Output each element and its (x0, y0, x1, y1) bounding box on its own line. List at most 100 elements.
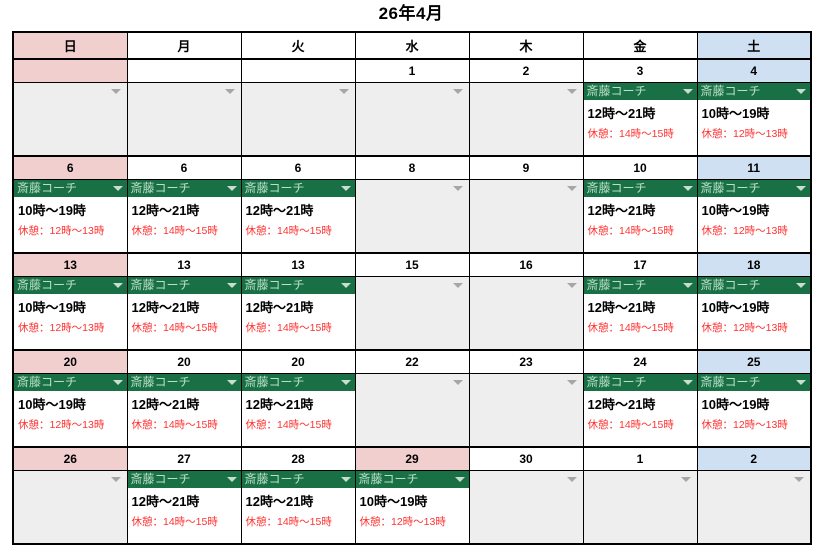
shift-cell[interactable]: 斎藤コーチ 12時〜21時 休憩：14時〜15時 (240, 276, 356, 351)
date-cell[interactable]: 17 (582, 252, 698, 277)
shift-cell[interactable]: 斎藤コーチ 10時〜19時 休憩：12時〜13時 (696, 276, 812, 351)
coach-select[interactable]: 斎藤コーチ (14, 180, 127, 197)
empty-shift-cell[interactable] (354, 179, 470, 254)
coach-select[interactable]: 斎藤コーチ (127, 277, 241, 294)
coach-select[interactable]: 斎藤コーチ (14, 277, 127, 294)
coach-select[interactable]: 斎藤コーチ (127, 374, 241, 391)
chevron-down-icon[interactable] (110, 89, 121, 94)
empty-shift-cell[interactable] (354, 276, 470, 351)
chevron-down-icon[interactable] (340, 477, 351, 482)
empty-shift-cell[interactable] (126, 82, 242, 157)
date-cell[interactable]: 4 (696, 58, 812, 83)
coach-select[interactable]: 斎藤コーチ (127, 180, 241, 197)
chevron-down-icon[interactable] (340, 283, 351, 288)
shift-cell[interactable]: 斎藤コーチ 10時〜19時 休憩：12時〜13時 (354, 470, 470, 545)
shift-cell[interactable]: 斎藤コーチ 12時〜21時 休憩：14時〜15時 (582, 373, 698, 448)
coach-select[interactable]: 斎藤コーチ (697, 277, 810, 294)
chevron-down-icon[interactable] (112, 283, 123, 288)
date-cell[interactable]: 6 (240, 155, 356, 180)
coach-select-empty[interactable] (128, 83, 241, 100)
empty-shift-cell[interactable] (468, 276, 584, 351)
coach-select[interactable]: 斎藤コーチ (355, 471, 469, 488)
date-cell[interactable]: 6 (126, 155, 242, 180)
chevron-down-icon[interactable] (794, 477, 804, 482)
date-cell[interactable]: 8 (354, 155, 470, 180)
date-cell[interactable]: 13 (12, 252, 128, 277)
shift-cell[interactable]: 斎藤コーチ 12時〜21時 休憩：14時〜15時 (126, 276, 242, 351)
coach-select[interactable]: 斎藤コーチ (241, 180, 355, 197)
coach-select[interactable]: 斎藤コーチ (583, 374, 697, 391)
shift-cell[interactable]: 斎藤コーチ 10時〜19時 休憩：12時〜13時 (696, 179, 812, 254)
coach-select-empty[interactable] (356, 374, 469, 391)
coach-select-empty[interactable] (584, 471, 697, 488)
chevron-down-icon[interactable] (682, 89, 693, 94)
coach-select[interactable]: 斎藤コーチ (697, 83, 810, 100)
empty-shift-cell[interactable] (696, 470, 812, 545)
chevron-down-icon[interactable] (682, 283, 693, 288)
coach-select[interactable]: 斎藤コーチ (241, 471, 355, 488)
date-cell[interactable] (240, 58, 356, 83)
shift-cell[interactable]: 斎藤コーチ 12時〜21時 休憩：14時〜15時 (126, 179, 242, 254)
shift-cell[interactable]: 斎藤コーチ 12時〜21時 休憩：14時〜15時 (582, 82, 698, 157)
chevron-down-icon[interactable] (224, 89, 235, 94)
date-cell[interactable]: 15 (354, 252, 470, 277)
chevron-down-icon[interactable] (226, 380, 237, 385)
coach-select-empty[interactable] (242, 83, 355, 100)
coach-select-empty[interactable] (14, 471, 127, 488)
empty-shift-cell[interactable] (582, 470, 698, 545)
date-cell[interactable]: 11 (696, 155, 812, 180)
chevron-down-icon[interactable] (340, 186, 351, 191)
chevron-down-icon[interactable] (796, 89, 806, 94)
chevron-down-icon[interactable] (796, 186, 806, 191)
date-cell[interactable] (126, 58, 242, 83)
chevron-down-icon[interactable] (682, 380, 693, 385)
chevron-down-icon[interactable] (454, 477, 465, 482)
empty-shift-cell[interactable] (468, 82, 584, 157)
date-cell[interactable]: 30 (468, 446, 584, 471)
date-cell[interactable]: 3 (582, 58, 698, 83)
empty-shift-cell[interactable] (468, 373, 584, 448)
coach-select-empty[interactable] (356, 277, 469, 294)
shift-cell[interactable]: 斎藤コーチ 10時〜19時 休憩：12時〜13時 (696, 373, 812, 448)
date-cell[interactable]: 18 (696, 252, 812, 277)
date-cell[interactable]: 2 (468, 58, 584, 83)
date-cell[interactable]: 6 (12, 155, 128, 180)
chevron-down-icon[interactable] (452, 283, 463, 288)
chevron-down-icon[interactable] (112, 380, 123, 385)
coach-select-empty[interactable] (470, 180, 583, 197)
coach-select-empty[interactable] (470, 83, 583, 100)
empty-shift-cell[interactable] (468, 179, 584, 254)
empty-shift-cell[interactable] (354, 373, 470, 448)
chevron-down-icon[interactable] (452, 89, 463, 94)
date-cell[interactable]: 26 (12, 446, 128, 471)
coach-select[interactable]: 斎藤コーチ (127, 471, 241, 488)
coach-select-empty[interactable] (356, 180, 469, 197)
chevron-down-icon[interactable] (226, 283, 237, 288)
empty-shift-cell[interactable] (240, 82, 356, 157)
empty-shift-cell[interactable] (468, 470, 584, 545)
chevron-down-icon[interactable] (682, 186, 693, 191)
shift-cell[interactable]: 斎藤コーチ 10時〜19時 休憩：12時〜13時 (12, 276, 128, 351)
coach-select-empty[interactable] (470, 277, 583, 294)
chevron-down-icon[interactable] (796, 283, 806, 288)
date-cell[interactable]: 23 (468, 349, 584, 374)
coach-select-empty[interactable] (356, 83, 469, 100)
chevron-down-icon[interactable] (112, 186, 123, 191)
coach-select-empty[interactable] (470, 374, 583, 391)
date-cell[interactable]: 10 (582, 155, 698, 180)
coach-select-empty[interactable] (470, 471, 583, 488)
date-cell[interactable]: 24 (582, 349, 698, 374)
chevron-down-icon[interactable] (340, 380, 351, 385)
date-cell[interactable]: 13 (240, 252, 356, 277)
shift-cell[interactable]: 斎藤コーチ 12時〜21時 休憩：14時〜15時 (240, 373, 356, 448)
shift-cell[interactable]: 斎藤コーチ 12時〜21時 休憩：14時〜15時 (582, 179, 698, 254)
chevron-down-icon[interactable] (680, 477, 691, 482)
date-cell[interactable]: 29 (354, 446, 470, 471)
shift-cell[interactable]: 斎藤コーチ 10時〜19時 休憩：12時〜13時 (696, 82, 812, 157)
shift-cell[interactable]: 斎藤コーチ 12時〜21時 休憩：14時〜15時 (582, 276, 698, 351)
date-cell[interactable]: 16 (468, 252, 584, 277)
empty-shift-cell[interactable] (12, 82, 128, 157)
chevron-down-icon[interactable] (226, 477, 237, 482)
shift-cell[interactable]: 斎藤コーチ 10時〜19時 休憩：12時〜13時 (12, 373, 128, 448)
date-cell[interactable]: 1 (582, 446, 698, 471)
